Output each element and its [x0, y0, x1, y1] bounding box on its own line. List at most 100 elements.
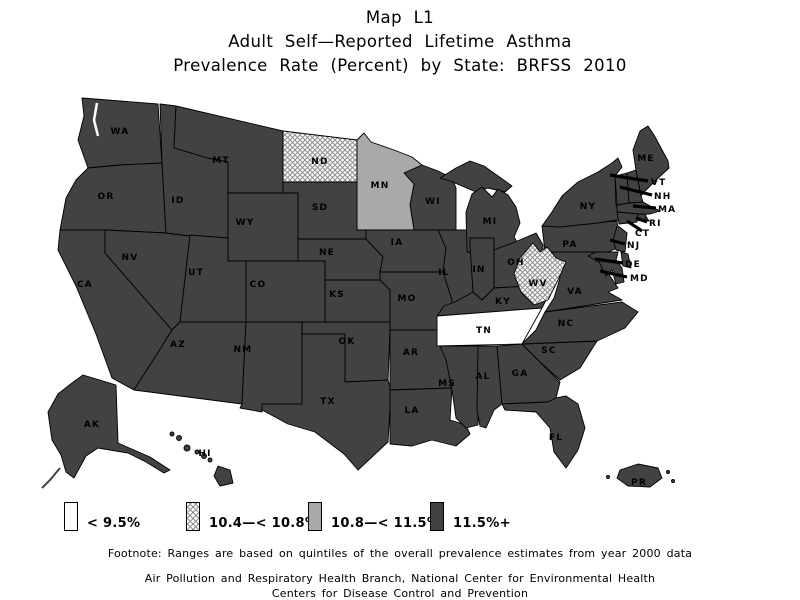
state-label-ia: IA — [391, 238, 404, 248]
legend-label-q4: 11.5%+ — [453, 516, 511, 531]
state-label-ca: CA — [77, 280, 93, 290]
callout-leaders — [594, 173, 657, 279]
state-ak — [41, 374, 171, 489]
state-label-md: MD — [630, 274, 649, 284]
state-nc — [521, 301, 639, 345]
state-label-mt: MT — [212, 156, 230, 166]
state-label-ak: AK — [84, 420, 100, 430]
state-label-va: VA — [567, 287, 583, 297]
states-layer — [41, 97, 675, 489]
state-label-ms: MS — [438, 379, 456, 389]
leader-ct — [626, 219, 643, 233]
state-label-nd: ND — [311, 157, 328, 167]
state-label-pr: PR — [631, 478, 647, 488]
state-label-pa: PA — [562, 240, 577, 250]
leader-vt — [609, 173, 649, 183]
state-label-mi: MI — [483, 217, 498, 227]
state-fl — [501, 395, 586, 469]
legend-item-q1: < 9.5% — [64, 502, 140, 531]
state-label-nc: NC — [558, 319, 575, 329]
state-label-la: LA — [404, 406, 419, 416]
state-label-fl: FL — [549, 433, 563, 443]
puget-sound-inlet — [92, 102, 100, 137]
state-label-ri: RI — [649, 219, 662, 229]
leader-ri — [635, 216, 648, 224]
legend-label-q2: 10.4—< 10.8% — [209, 516, 319, 531]
state-label-ar: AR — [403, 348, 419, 358]
leader-nh — [619, 185, 653, 197]
callout-labels: VT NH MA RI CT NJ DE MD — [625, 178, 676, 284]
state-ct — [616, 211, 639, 225]
state-ny — [541, 157, 650, 228]
map-title: Map L1 Adult Self—Reported Lifetime Asth… — [0, 6, 800, 78]
state-tx — [261, 333, 392, 471]
state-mn — [356, 132, 423, 231]
state-label-ma: MA — [658, 205, 676, 215]
state-nm — [239, 321, 303, 413]
legend-item-q4: 11.5%+ — [430, 502, 511, 531]
state-label-co: CO — [250, 280, 267, 290]
state-label-me: ME — [637, 154, 655, 164]
state-label-ut: UT — [188, 268, 204, 278]
state-mi — [439, 160, 521, 255]
state-label-wi: WI — [425, 197, 441, 207]
state-label-wa: WA — [111, 127, 130, 137]
leader-de — [594, 257, 624, 265]
state-label-id: ID — [171, 196, 184, 206]
state-label-de: DE — [625, 260, 641, 270]
title-line-1: Map L1 — [365, 8, 435, 27]
source-line-2: Centers for Disease Control and Preventi… — [271, 587, 529, 600]
state-label-az: AZ — [170, 340, 186, 350]
state-co — [245, 260, 326, 323]
state-label-vt: VT — [651, 178, 667, 188]
legend-label-q3: 10.8—< 11.5% — [331, 516, 441, 531]
state-label-ks: KS — [329, 290, 345, 300]
state-label-ne: NE — [319, 248, 335, 258]
state-label-nv: NV — [122, 253, 139, 263]
title-line-3: Prevalence Rate (Percent) by State: BRFS… — [173, 56, 627, 75]
state-ks — [324, 279, 391, 323]
state-label-nh: NH — [654, 192, 671, 202]
footnote-text: Footnote: Ranges are based on quintiles … — [107, 547, 693, 560]
state-label-oh: OH — [507, 258, 525, 268]
state-label-tx: TX — [320, 397, 335, 407]
state-label-ky: KY — [495, 297, 511, 307]
legend-swatch-q4 — [430, 502, 444, 531]
leader-md — [599, 269, 628, 279]
state-label-il: IL — [438, 268, 449, 278]
state-label-nj: NJ — [627, 241, 640, 251]
state-label-wy: WY — [236, 218, 255, 228]
legend-swatch-q1 — [64, 502, 78, 531]
state-label-hi: HI — [198, 449, 211, 459]
state-label-al: AL — [475, 372, 490, 382]
legend-item-q3: 10.8—< 11.5% — [308, 502, 440, 531]
state-wv — [513, 242, 567, 306]
state-label-or: OR — [98, 192, 115, 202]
legend-label-q1: < 9.5% — [87, 516, 141, 531]
state-label-ct: CT — [635, 229, 650, 239]
legend-item-q2: 10.4—< 10.8% — [186, 502, 318, 531]
legend-swatch-q3 — [308, 502, 322, 531]
map-legend: < 9.5% 10.4—< 10.8% 10.8—< 11.5% 11.5%+ — [0, 502, 800, 534]
legend-swatch-q2 — [186, 502, 200, 531]
state-label-in: IN — [472, 265, 485, 275]
state-label-nm: NM — [234, 345, 253, 355]
aleutian-islands — [41, 467, 61, 489]
title-line-2: Adult Self—Reported Lifetime Asthma — [228, 32, 572, 51]
state-label-wv: WV — [528, 279, 547, 289]
state-label-sc: SC — [541, 346, 557, 356]
leader-ma — [632, 204, 657, 210]
state-label-tn: TN — [476, 326, 492, 336]
state-label-ny: NY — [580, 202, 596, 212]
state-labels: WA OR CA NV ID MT WY UT AZ NM CO ND SD N… — [77, 127, 655, 488]
state-label-ok: OK — [338, 337, 355, 347]
leader-nj — [609, 238, 626, 246]
source-line-1: Air Pollution and Respiratory Health Bra… — [144, 572, 656, 585]
state-label-mn: MN — [371, 181, 390, 191]
state-label-sd: SD — [312, 203, 328, 213]
state-label-ga: GA — [512, 369, 529, 379]
state-pr — [606, 463, 675, 488]
state-hi — [169, 431, 234, 487]
